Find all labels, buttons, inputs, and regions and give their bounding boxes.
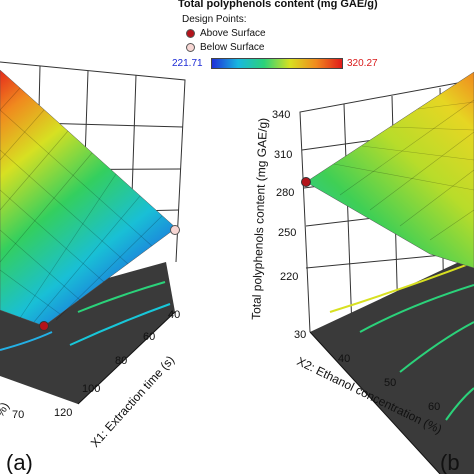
z-tick-label: 340	[272, 109, 290, 121]
legend-title: Total polyphenols content (mg GAE/g)	[178, 0, 378, 10]
panel-a: 40 60 80 100 120 X1: Extraction time (s)…	[0, 61, 186, 474]
z-tick-label: 250	[278, 227, 296, 239]
x2-tick-label: 40	[338, 353, 350, 365]
panel-a-design-point-above	[39, 321, 49, 331]
color-ramp-bar	[211, 58, 343, 69]
panel-a-label: (a)	[6, 450, 33, 474]
x1-tick-label: 120	[54, 407, 72, 419]
panel-b-label: (b	[440, 450, 460, 474]
x2-tick-label: 30	[294, 329, 306, 341]
panel-a-x2-tick-label: 70	[12, 409, 24, 421]
z-tick-label: 280	[276, 187, 294, 199]
x2-tick-label: 50	[384, 377, 396, 389]
panel-b-contours	[329, 261, 474, 421]
panel-b-floor	[310, 255, 474, 474]
panel-a-x1-ticks: 40 60 80 100 120	[54, 309, 180, 419]
z-tick-label: 220	[280, 271, 298, 283]
x1-tick-label: 60	[143, 331, 155, 343]
panel-a-design-point-below	[170, 225, 180, 235]
x2-tick-label: 60	[428, 401, 440, 413]
above-surface-marker-icon	[186, 28, 195, 38]
panel-a-x1-axis	[77, 311, 176, 405]
panel-a-x2-axis-label-partial: %)	[0, 400, 12, 420]
panel-b-response-surface	[305, 71, 474, 269]
legend-subtitle: Design Points:	[182, 14, 247, 25]
legend: Total polyphenols content (mg GAE/g) Des…	[170, 0, 410, 74]
x1-tick-label: 80	[115, 355, 127, 367]
color-ramp: 221.71 320.27	[170, 57, 410, 71]
x1-tick-label: 100	[82, 383, 100, 395]
panel-b: 340 310 280 250 220 Total polyphenols co…	[249, 71, 474, 474]
panel-b-design-point-above	[301, 177, 311, 187]
panel-b-x2-axis	[309, 331, 441, 474]
panel-b-z-axis-label: Total polyphenols content (mg GAE/g)	[249, 118, 270, 320]
z-tick-label: 310	[274, 149, 292, 161]
below-surface-marker-icon	[186, 42, 195, 52]
panel-b-x2-ticks: 30 40 50 60	[294, 329, 440, 413]
panel-b-surface-mesh	[333, 99, 474, 241]
x1-tick-label: 40	[168, 309, 180, 321]
color-ramp-max: 320.27	[347, 58, 378, 69]
legend-below-label: Below Surface	[200, 42, 265, 53]
legend-entry-below: Below Surface	[186, 42, 264, 54]
legend-above-label: Above Surface	[200, 28, 266, 39]
panel-a-surface-mesh	[0, 87, 163, 323]
panel-b-z-ticks: 340 310 280 250 220	[272, 109, 298, 283]
legend-entry-above: Above Surface	[186, 28, 266, 40]
panel-a-contours	[0, 281, 171, 351]
color-ramp-min: 221.71	[172, 58, 203, 69]
